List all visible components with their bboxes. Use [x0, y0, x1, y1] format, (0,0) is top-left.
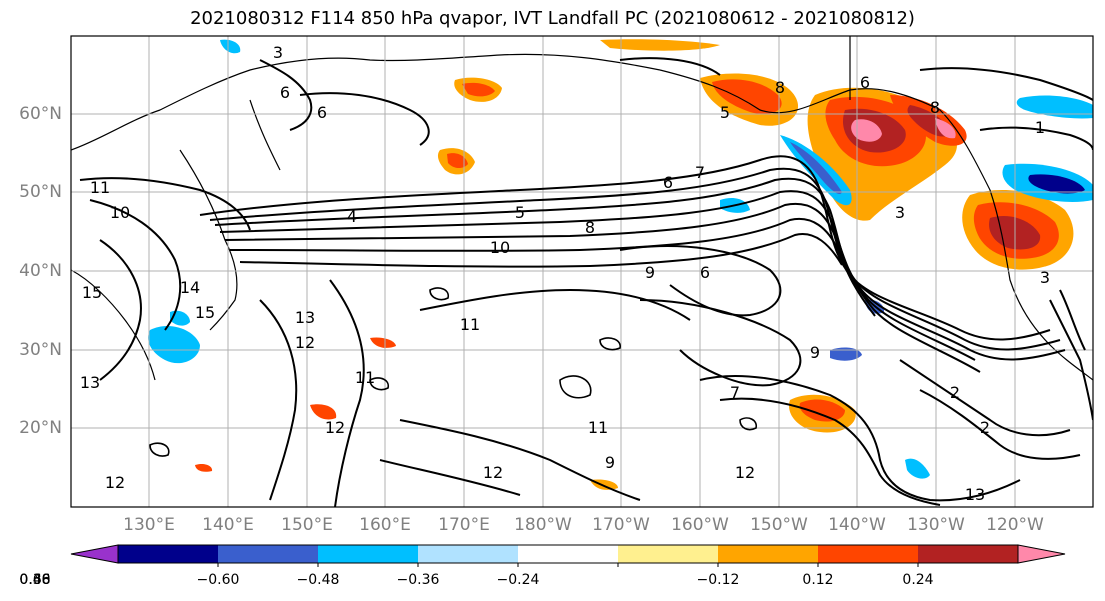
colorbar-tick-label: 0.36	[19, 572, 51, 588]
colorbar-tick-label: −0.60	[196, 572, 240, 588]
lon-label-150w: 150°W	[750, 515, 808, 535]
lat-label-60n: 60°N	[19, 104, 62, 124]
colorbar-tick-label: 0.12	[802, 572, 834, 588]
contour-label: 13	[80, 373, 100, 392]
contour-label: 11	[355, 368, 375, 387]
lat-label-30n: 30°N	[19, 340, 62, 360]
lon-label-160w: 160°W	[671, 515, 729, 535]
contour-label: 2	[980, 418, 990, 437]
map-title: 2021080312 F114 850 hPa qvapor, IVT Land…	[190, 8, 915, 29]
colorbar-tick-label: −0.36	[396, 572, 440, 588]
lon-label-140w: 140°W	[828, 515, 886, 535]
contour-label: 6	[317, 103, 327, 122]
contour-label: 4	[347, 207, 357, 226]
contour-label: 6	[280, 83, 290, 102]
contour-label: 6	[663, 173, 673, 192]
contour-label: 2	[950, 383, 960, 402]
colorbar-tick-label: −0.12	[696, 572, 740, 588]
contour-label: 8	[930, 98, 940, 117]
lon-label-160e: 160°E	[359, 515, 411, 535]
graticule	[71, 36, 1093, 507]
contour-label: 12	[325, 418, 345, 437]
contour-label: 15	[82, 283, 102, 302]
contour-label: 15	[195, 303, 215, 322]
small-contours	[149, 287, 758, 457]
contour-label: 12	[105, 473, 125, 492]
contour-label: 13	[295, 308, 315, 327]
contour-label: 7	[730, 383, 740, 402]
contour-label: 8	[585, 218, 595, 237]
contour-label: 9	[810, 343, 820, 362]
contour-label: 3	[895, 203, 905, 222]
contour-label: 10	[490, 238, 510, 257]
anomaly-shading	[148, 39, 1093, 490]
lon-label-150e: 150°E	[281, 515, 333, 535]
lat-label-20n: 20°N	[19, 418, 62, 438]
contour-label: 9	[605, 453, 615, 472]
lon-label-130e: 130°E	[123, 515, 175, 535]
colorbar-tick-label: 0.60	[19, 572, 51, 588]
contour-label: 5	[515, 203, 525, 222]
colorbar-tick-label: −0.24	[496, 572, 540, 588]
contour-label: 5	[720, 103, 730, 122]
contour-label: 1	[1035, 118, 1045, 137]
contour-label: 12	[735, 463, 755, 482]
lon-label-170w: 170°W	[592, 515, 650, 535]
contour-label: 11	[90, 178, 110, 197]
contour-label: 6	[860, 73, 870, 92]
contour-label: 8	[775, 78, 785, 97]
lon-label-130w: 130°W	[907, 515, 965, 535]
lon-label-120w: 120°W	[986, 515, 1044, 535]
colorbar-tick-label: 0.24	[902, 572, 934, 588]
lon-label-180w: 180°W	[514, 515, 572, 535]
lon-label-170e: 170°E	[438, 515, 490, 535]
contour-label: 9	[645, 263, 655, 282]
lon-label-140e: 140°E	[202, 515, 254, 535]
contour-lines	[79, 57, 1093, 507]
contour-label: 11	[588, 418, 608, 437]
contour-label: 14	[180, 278, 200, 297]
contour-label: 13	[965, 485, 985, 504]
colorbar-tick-label: 0.48	[19, 572, 51, 588]
contour-label: 12	[295, 333, 315, 352]
contour-label: 7	[695, 163, 705, 182]
map-frame	[70, 35, 1094, 508]
contour-label: 3	[273, 43, 283, 62]
contour-label: 11	[460, 315, 480, 334]
lat-label-50n: 50°N	[19, 182, 62, 202]
lat-label-40n: 40°N	[19, 261, 62, 281]
colorbar-tick-label: −0.48	[296, 572, 340, 588]
contour-label: 6	[700, 263, 710, 282]
contour-label: 3	[1040, 268, 1050, 287]
contour-label: 10	[110, 203, 130, 222]
contour-label: 12	[483, 463, 503, 482]
